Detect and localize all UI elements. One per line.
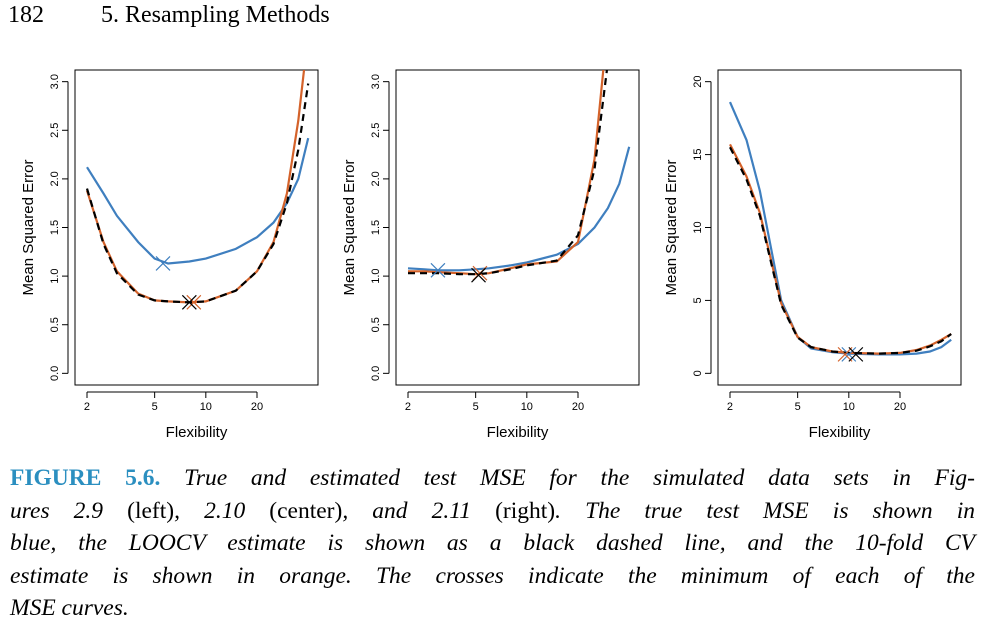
y-tick-label: 1.5 [370,220,382,235]
y-tick-label: 0.0 [370,366,382,381]
page-number: 182 [8,2,44,28]
caption-text: , and 2.11 [342,497,496,524]
y-axis-title: Mean Squared Error [663,160,680,296]
y-tick-label: 2.0 [49,171,61,186]
line [408,70,605,276]
caption-line: FIGURE 5.6. True and estimated test MSE … [10,462,975,495]
figure-label: FIGURE 5.6. [10,465,161,491]
y-tick-label: 1.5 [49,220,61,235]
panel: 0.0 0.5 1.0 1.5 2.0 2.5 3.0 2 5 10 20 Flexibility Me… [341,69,640,441]
y-tick-label: 1.0 [49,268,61,283]
minimum-cross [471,267,486,283]
plot-box [74,69,319,386]
caption: FIGURE 5.6. True and estimated test MSE … [10,462,975,625]
x-tick-label: 5 [473,401,479,413]
y-tick-label: 5 [692,297,704,303]
x-tick-label: 20 [251,401,263,413]
y-tick-label: 0.5 [49,317,61,332]
caption-line: estimate is shown in orange. The crosses… [10,560,975,593]
y-tick-label: 0.5 [370,317,382,332]
minimum-cross [186,294,202,310]
minimum-cross [841,346,857,362]
x-tick-label: 2 [84,401,90,413]
x-axis-title: Flexibility [809,424,871,441]
minimum-cross [837,346,853,362]
x-axis-title: Flexibility [166,424,228,441]
y-tick-label: 2.0 [370,171,382,186]
plot-box [717,69,962,386]
y-axis-title: Mean Squared Error [341,160,358,296]
y-tick-label: 3.0 [49,74,61,89]
y-axis-title: Mean Squared Error [20,160,37,296]
y-tick-label: 0.0 [49,366,61,381]
caption-text: MSE curves. [10,595,129,621]
y-tick-label: 2.5 [370,123,382,138]
x-tick-label: 10 [200,401,212,413]
y-tick-label: 3.0 [370,74,382,89]
x-tick-label: 5 [795,401,801,413]
caption-line: ures 2.9 (left), 2.10 (center), and 2.11… [10,495,975,528]
caption-line: MSE curves. [10,592,975,625]
x-axis-title: Flexibility [487,424,549,441]
minimum-cross [848,346,864,362]
caption-text: ures 2.9 [10,497,128,524]
caption-text: (right) [495,497,556,524]
caption-line: blue, the LOOCV estimate is shown as a b… [10,527,975,560]
plot-area [728,101,952,362]
x-tick-label: 10 [521,401,533,413]
panel: 0.0 0.5 1.0 1.5 2.0 2.5 3.0 2 5 10 20 Flexibility Me… [20,69,319,441]
y-tick-label: 0 [692,370,704,376]
x-tick-label: 2 [727,401,733,413]
plot-area [85,70,310,310]
plot-box [395,69,640,386]
x-tick-label: 5 [152,401,158,413]
caption-text: . The true test MSE is shown in [555,497,975,524]
y-tick-label: 20 [692,76,704,88]
minimum-cross [155,256,171,271]
y-tick-label: 15 [692,148,704,160]
caption-text: (center) [269,497,343,524]
section-title: 5. Resampling Methods [101,2,330,28]
y-tick-label: 2.5 [49,123,61,138]
line [729,143,952,355]
caption-text: blue, the LOOCV estimate is shown as a b… [10,530,975,556]
line [729,146,952,355]
caption-text: (left) [127,497,175,524]
x-tick-label: 10 [843,401,855,413]
minimum-cross [430,262,446,278]
line [85,70,306,304]
figure: 0.00.51.01.52.02.53.02 5 10 20FlexibilityMe… [20,69,962,441]
x-tick-label: 20 [894,401,906,413]
y-tick-label: 1.0 [370,268,382,283]
plot-area [407,70,631,283]
minimum-cross [181,294,197,310]
caption-text: , 2.10 [174,497,270,524]
y-tick-label: 10 [692,221,704,233]
line [407,146,631,272]
caption-text: True and estimated test MSE for the simu… [160,465,975,491]
line [86,137,310,265]
line [408,70,609,276]
line [85,83,310,304]
caption-text: estimate is shown in orange. The crosses… [10,562,975,589]
x-tick-label: 20 [572,401,584,413]
x-tick-label: 2 [405,401,411,413]
